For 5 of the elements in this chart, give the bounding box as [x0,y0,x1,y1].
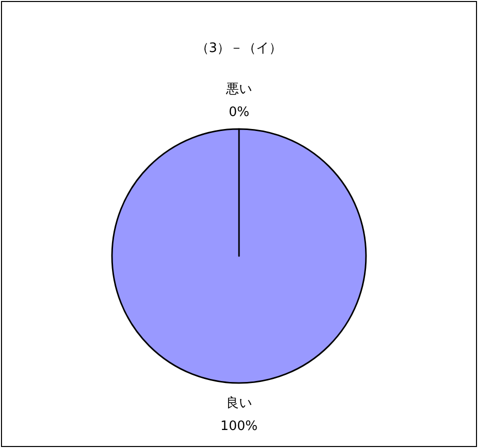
category-label: 悪い [226,82,252,97]
slice-label: 良い [226,396,252,411]
chart-title: （3）－（イ） [196,41,282,56]
data-label: 100% [220,419,258,434]
text: 0% [228,105,250,120]
